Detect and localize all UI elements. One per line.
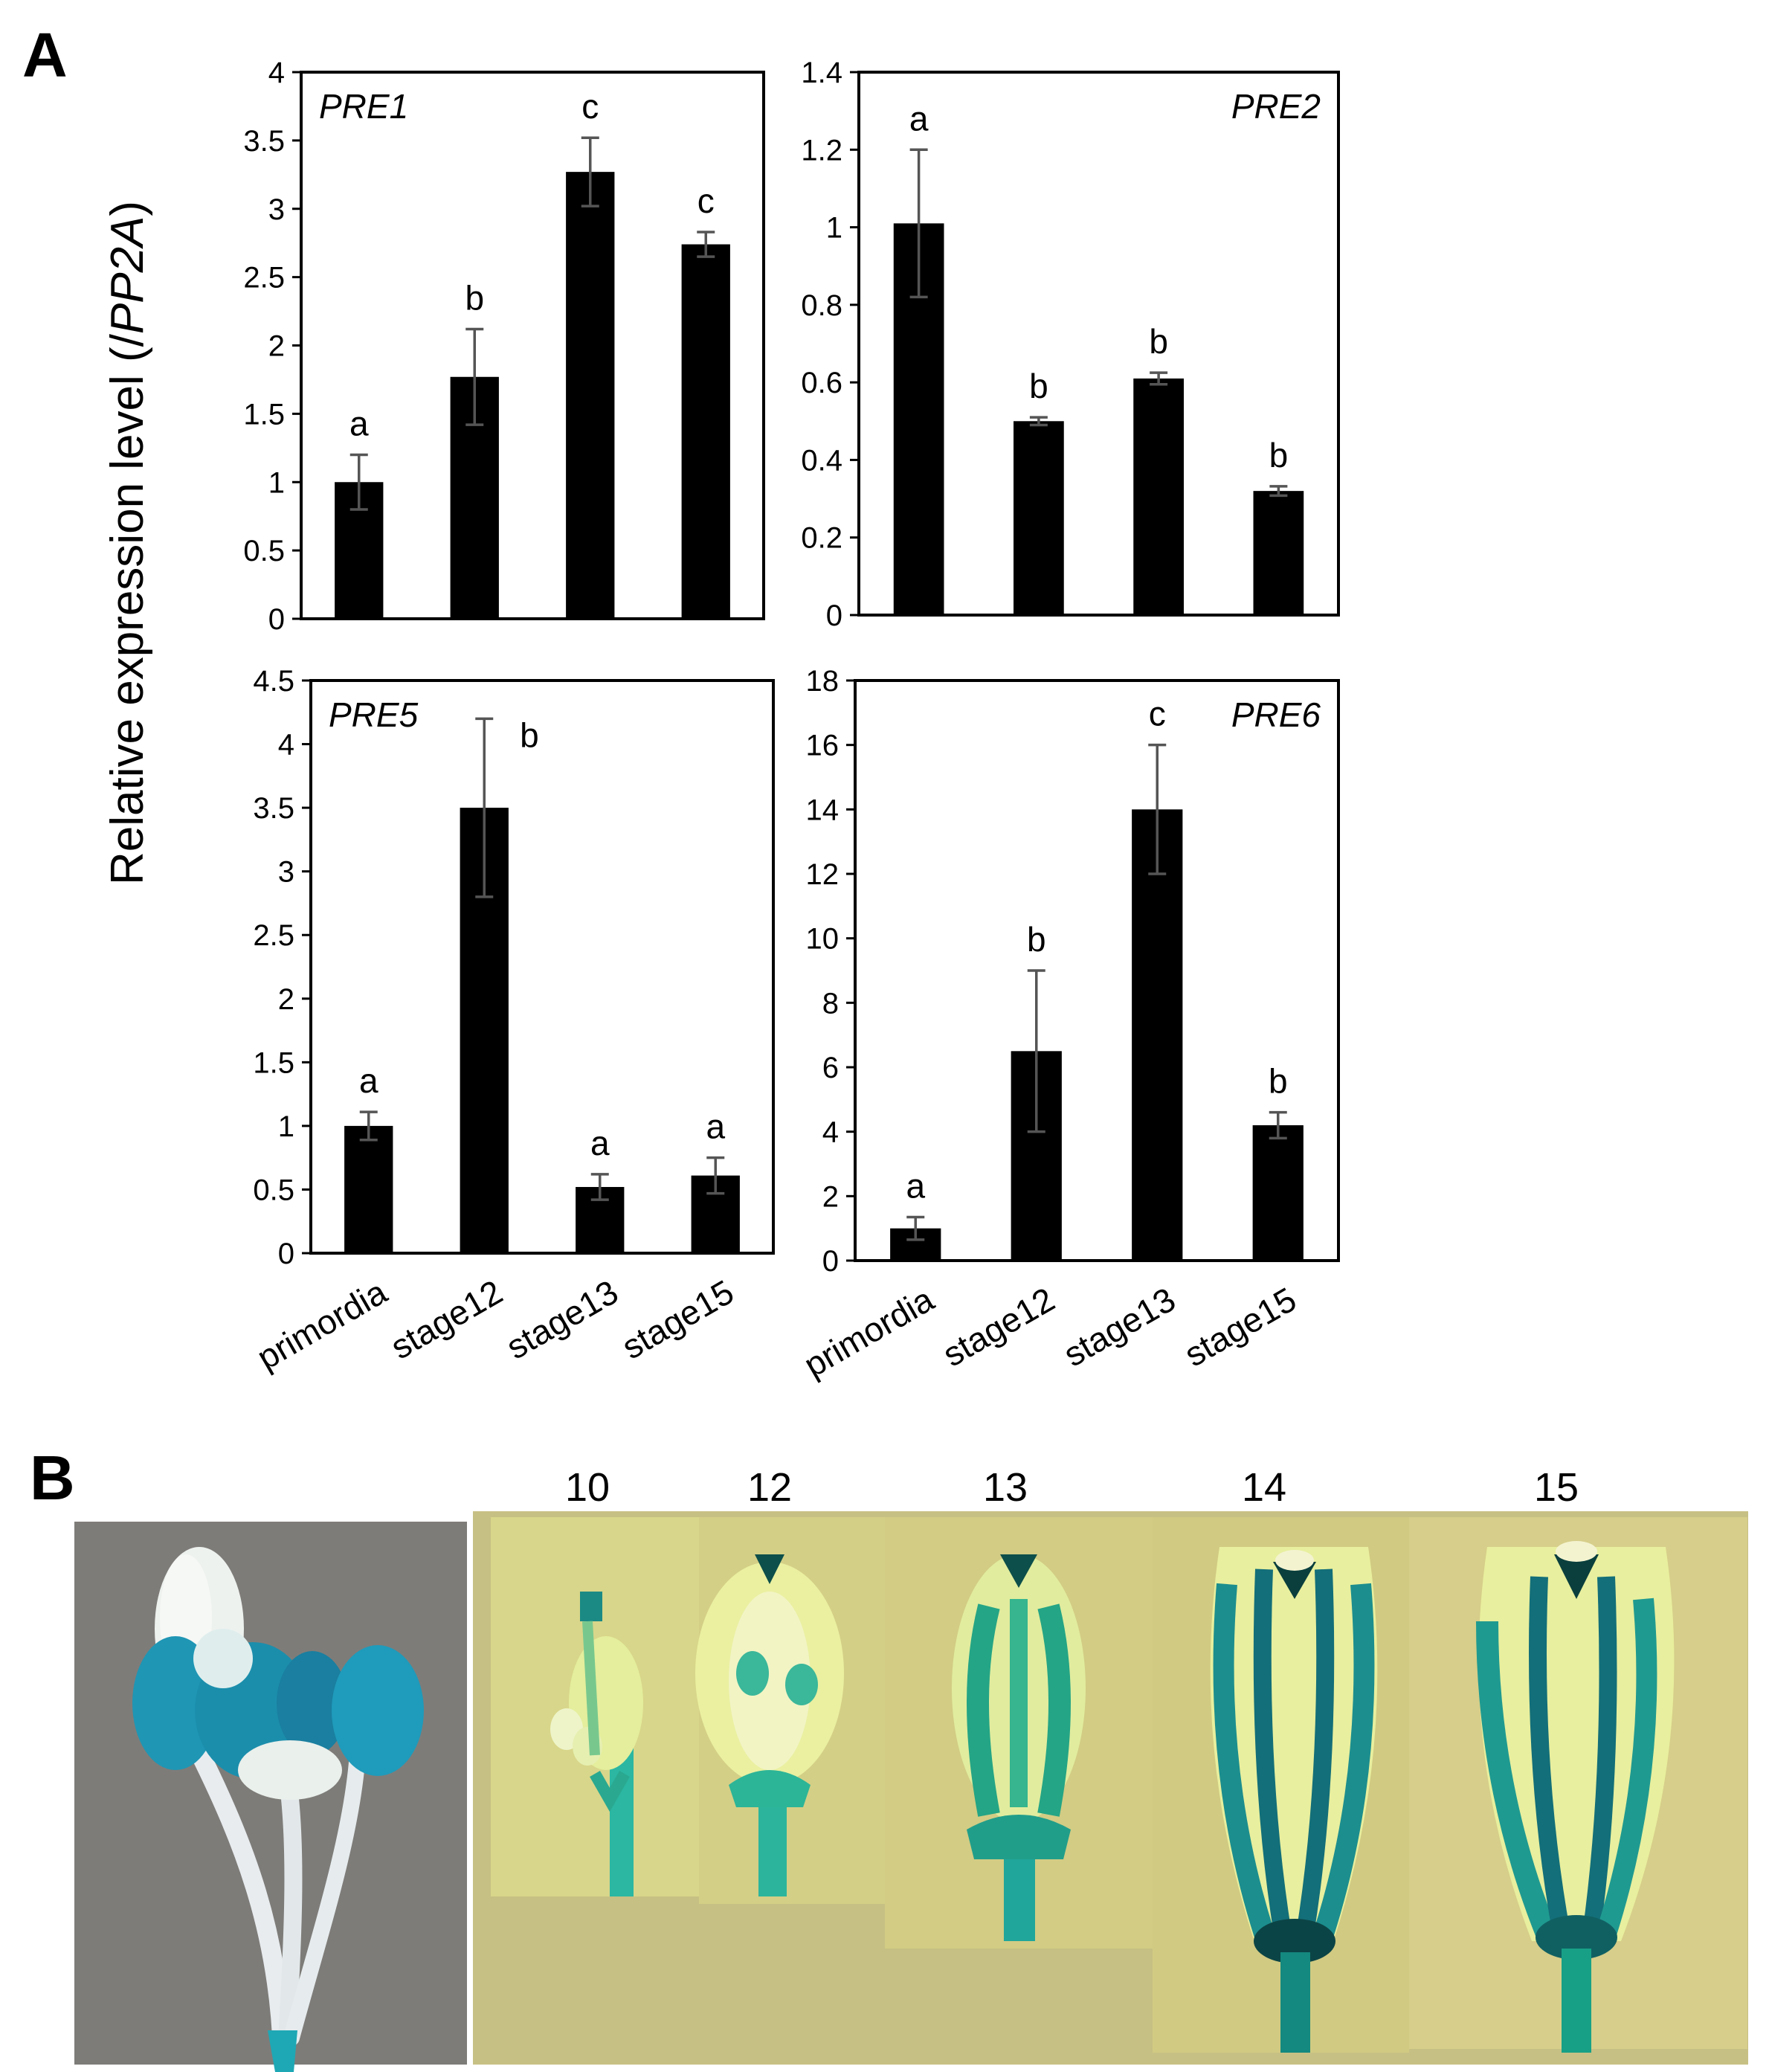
y-tick-label: 1.5 — [243, 398, 285, 431]
y-tick-label: 0.2 — [801, 522, 842, 555]
x-tick-label: stage15 — [615, 1273, 740, 1367]
panel-a-letter: A — [22, 20, 68, 90]
chart-pre1: 0 0.5 1 1.5 2 2.5 3 3.5 4 a b c c PRE1 — [243, 57, 765, 636]
y-tick-label: 0.8 — [801, 289, 842, 322]
y-tick-label: 0.5 — [253, 1174, 294, 1206]
significance-label: b — [1269, 1062, 1288, 1101]
x-tick-label: stage13 — [500, 1273, 625, 1367]
significance-label: c — [581, 87, 599, 126]
panel-b-photos: 10 12 13 14 15 — [74, 1465, 1748, 2072]
bar — [1132, 809, 1183, 1261]
y-tick-label: 1 — [278, 1110, 294, 1143]
bar — [1133, 378, 1184, 615]
bar — [681, 244, 730, 619]
y-tick-label: 1 — [268, 466, 285, 499]
significance-label: a — [706, 1107, 725, 1146]
significance-label: b — [1027, 920, 1046, 959]
significance-label: b — [1149, 322, 1168, 361]
y-tick-label: 10 — [806, 923, 840, 956]
y-tick-label: 3 — [278, 856, 294, 889]
y-tick-label: 1.5 — [253, 1046, 294, 1079]
y-tick-label: 3.5 — [243, 125, 285, 158]
panel-b-letter: B — [30, 1443, 75, 1513]
y-tick-label: 2 — [822, 1180, 839, 1213]
flower-stage-13 — [952, 1554, 1086, 1941]
y-tick-label: 14 — [806, 794, 840, 826]
significance-label: b — [465, 278, 484, 317]
plot-frame — [854, 679, 1340, 1262]
y-tick-label: 6 — [822, 1052, 839, 1084]
x-tick-label: stage12 — [936, 1280, 1061, 1374]
y-tick-label: 18 — [806, 665, 840, 698]
bar — [566, 172, 615, 619]
flower-stage-12 — [695, 1554, 844, 1896]
y-tick-label: 3 — [268, 193, 285, 226]
y-tick-label: 0 — [268, 603, 285, 636]
y-tick-label: 4 — [268, 57, 285, 89]
flower-stage-15 — [1476, 1541, 1675, 2053]
stage-label-14: 14 — [1242, 1465, 1286, 1510]
stage-label-12: 12 — [747, 1465, 792, 1510]
y-tick-label: 0.4 — [801, 444, 842, 477]
x-tick-label: stage12 — [384, 1273, 509, 1367]
plot-frame — [857, 71, 1340, 617]
gene-title: PRE6 — [1231, 695, 1321, 734]
bar — [1253, 491, 1304, 615]
y-tick-label: 4.5 — [253, 665, 294, 698]
y-tick-label: 0 — [822, 1245, 839, 1278]
flower-stage-10 — [550, 1592, 643, 1896]
y-tick-label: 0 — [826, 599, 842, 632]
y-tick-label: 0.6 — [801, 367, 842, 399]
y-tick-label: 4 — [822, 1116, 839, 1149]
bar — [344, 1125, 393, 1253]
y-tick-label: 4 — [278, 729, 294, 762]
x-tick-label: primordia — [251, 1272, 393, 1377]
significance-label: a — [906, 1167, 925, 1206]
y-tick-label: 8 — [822, 987, 839, 1020]
y-tick-label: 0 — [278, 1238, 294, 1270]
y-tick-label: 16 — [806, 730, 840, 762]
y-tick-label: 1.4 — [801, 57, 842, 89]
significance-label: a — [909, 99, 929, 138]
gene-title: PRE5 — [329, 695, 419, 734]
bar — [1014, 421, 1064, 615]
flower-stage-photos — [473, 1511, 1748, 2065]
plot-frame — [309, 679, 775, 1255]
significance-label: b — [1029, 367, 1048, 405]
significance-label: c — [697, 181, 715, 220]
gene-title: PRE1 — [319, 87, 408, 126]
y-tick-label: 2.5 — [243, 262, 285, 295]
chart-pre5: 0 0.5 1 1.5 2 2.5 3 3.5 4 4.5 a primordia b stage12 a s… — [251, 665, 775, 1377]
y-tick-label: 2 — [278, 983, 294, 1016]
y-tick-label: 1.2 — [801, 134, 842, 167]
y-tick-label: 3.5 — [253, 792, 294, 825]
stage-label-13: 13 — [983, 1465, 1028, 1510]
inflorescence-photo — [74, 1522, 467, 2072]
x-tick-label: stage15 — [1178, 1280, 1303, 1374]
significance-label: a — [359, 1061, 378, 1100]
flower-stage-14 — [1210, 1547, 1378, 2053]
significance-label: c — [1149, 695, 1166, 733]
significance-label: a — [349, 405, 369, 443]
x-tick-label: primordia — [797, 1279, 940, 1384]
significance-label: b — [520, 715, 539, 754]
significance-label: b — [1269, 436, 1289, 474]
y-tick-label: 0.5 — [243, 535, 285, 567]
significance-label: a — [590, 1124, 610, 1162]
bar — [1252, 1125, 1304, 1261]
chart-pre2: 0 0.2 0.4 0.6 0.8 1 1.2 1.4 a b b b PRE2 — [801, 57, 1340, 632]
stage-label-10: 10 — [565, 1465, 610, 1510]
y-tick-label: 12 — [806, 858, 840, 891]
stage-label-15: 15 — [1534, 1465, 1579, 1510]
chart-pre6: 0 2 4 6 8 10 12 14 16 18 a primordia b stage12 c stage1… — [797, 665, 1340, 1385]
y-tick-label: 2 — [268, 330, 285, 363]
y-tick-label: 2.5 — [253, 919, 294, 952]
x-tick-label: stage13 — [1057, 1280, 1182, 1374]
gene-title: PRE2 — [1231, 87, 1321, 126]
y-tick-label: 1 — [826, 212, 842, 245]
